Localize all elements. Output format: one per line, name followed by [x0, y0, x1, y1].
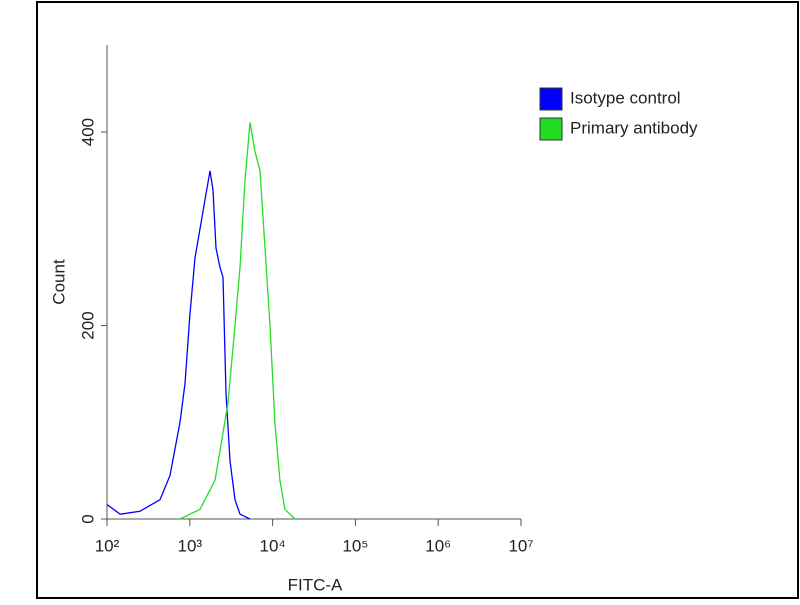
legend-label: Isotype control	[570, 88, 681, 107]
y-tick-label: 400	[78, 118, 97, 146]
y-tick-label: 0	[78, 514, 97, 523]
x-tick-label: 10²	[95, 536, 120, 555]
x-tick-label: 10⁴	[259, 536, 285, 555]
x-tick-label: 10⁷	[508, 536, 533, 555]
x-axis-title: FITC-A	[288, 575, 343, 594]
legend-swatch	[539, 117, 563, 141]
x-tick-label: 10⁶	[425, 536, 451, 555]
x-tick-label: 10⁵	[342, 536, 368, 555]
y-tick-label: 200	[78, 311, 97, 339]
legend-label: Primary antibody	[570, 118, 698, 137]
x-tick-label: 10³	[178, 536, 203, 555]
legend-swatch	[539, 87, 563, 111]
histogram-line	[179, 122, 296, 520]
y-axis-title: Count	[49, 259, 68, 305]
frame	[36, 1, 799, 599]
histogram-line	[106, 170, 251, 520]
